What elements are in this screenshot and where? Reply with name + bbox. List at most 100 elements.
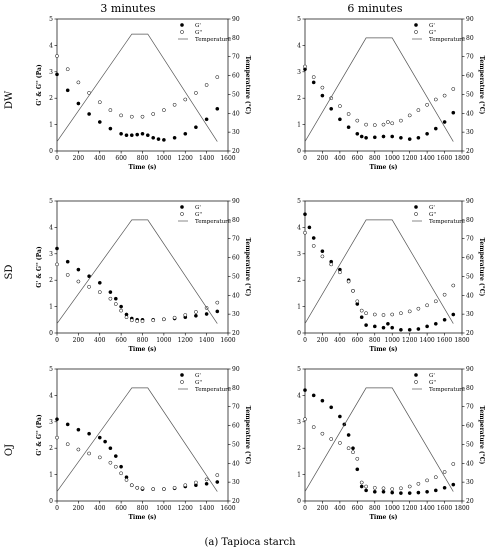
- row-label-dw: DW: [4, 90, 15, 109]
- legend-marker-g-prime: [180, 205, 184, 209]
- g-prime-point: [425, 489, 429, 494]
- g-double-prime-point: [194, 310, 198, 314]
- x-tick-label: 600: [352, 505, 364, 512]
- x-tick-label: 200: [317, 337, 329, 344]
- chart-dw-6: 0 200 400 600 800 1000 1200 1400 1600 1800 0 1 2 3 4 5 2…: [297, 16, 485, 171]
- x-tick-label: 1000: [156, 155, 171, 162]
- g-prime-point: [55, 246, 59, 251]
- g-double-prime-point: [172, 315, 177, 320]
- g-prime-point: [204, 481, 209, 486]
- g-prime-point: [65, 422, 70, 427]
- g-prime-point: [329, 405, 334, 410]
- g-double-prime-point: [151, 487, 156, 491]
- x-tick-label: 0: [303, 155, 307, 162]
- y-right-axis-label: Temperature (°C): [244, 56, 251, 115]
- legend-label-g-prime: G': [429, 205, 435, 211]
- x-tick-label: 1000: [385, 337, 400, 344]
- x-tick-label: 0: [55, 505, 59, 512]
- y-right-tick-label: 90: [232, 366, 240, 373]
- x-tick-label: 1800: [454, 337, 469, 344]
- g-double-prime-point: [55, 54, 59, 58]
- g-prime-point: [372, 489, 377, 494]
- g-double-prime-point: [364, 122, 368, 127]
- g-prime-point: [108, 126, 113, 131]
- y-left-tick-label: 5: [297, 16, 301, 23]
- y-left-tick-label: 1: [297, 472, 301, 479]
- g-double-prime-point: [355, 299, 360, 304]
- y-right-tick-label: 30: [466, 479, 474, 486]
- g-prime-point: [390, 490, 395, 495]
- y-right-tick-label: 20: [466, 498, 474, 505]
- g-double-prime-point: [372, 123, 377, 127]
- g-double-prime-point: [119, 113, 123, 118]
- y-right-tick-label: 30: [466, 311, 474, 318]
- g-double-prime-point: [399, 118, 403, 123]
- y-left-axis-label: G' & G'' (Pa): [36, 246, 43, 288]
- x-tick-label: 1400: [419, 155, 434, 162]
- y-right-tick-label: 40: [466, 460, 474, 467]
- g-double-prime-point: [140, 114, 145, 119]
- legend-marker-g-double-prime: [180, 380, 184, 384]
- g-prime-point: [346, 433, 351, 437]
- g-prime-point: [416, 327, 421, 331]
- x-axis-label: Time (s): [369, 346, 397, 353]
- g-double-prime-point: [55, 262, 59, 267]
- g-prime-point: [162, 138, 166, 142]
- x-tick-label: 200: [73, 337, 85, 344]
- x-tick-label: 0: [303, 337, 307, 344]
- g-prime-point: [329, 106, 334, 111]
- y-right-tick-label: 40: [232, 110, 240, 117]
- g-prime-point: [381, 325, 386, 330]
- x-axis-label: Time (s): [369, 514, 397, 521]
- g-prime-point: [311, 393, 316, 398]
- x-tick-label: 1600: [437, 337, 452, 344]
- g-double-prime-point: [381, 122, 386, 127]
- g-prime-point: [140, 131, 145, 136]
- g-double-prime-point: [215, 75, 220, 79]
- g-double-prime-point: [442, 292, 447, 297]
- legend-marker-g-prime: [180, 373, 184, 377]
- y-left-tick-label: 1: [297, 304, 301, 311]
- g-prime-point: [124, 133, 129, 138]
- x-tick-label: 600: [352, 337, 364, 344]
- g-prime-point: [108, 446, 113, 451]
- g-prime-point: [87, 274, 91, 279]
- plot-frame: [304, 368, 463, 502]
- plot-frame: [304, 200, 463, 334]
- g-prime-point: [355, 131, 360, 136]
- y-right-tick-label: 50: [466, 273, 474, 280]
- g-prime-point: [97, 120, 102, 124]
- y-left-tick-label: 4: [297, 392, 301, 399]
- g-prime-point: [399, 491, 403, 495]
- g-prime-point: [372, 135, 377, 140]
- y-right-axis-label: Temperature (°C): [478, 238, 485, 297]
- g-prime-point: [338, 117, 342, 122]
- x-tick-label: 400: [94, 337, 106, 344]
- y-left-tick-label: 2: [49, 95, 53, 102]
- temperature-line: [56, 387, 218, 492]
- y-right-tick-label: 70: [232, 236, 240, 243]
- g-double-prime-point: [65, 67, 70, 72]
- y-left-tick-label: 1: [49, 122, 53, 129]
- y-right-tick-label: 90: [466, 198, 474, 205]
- y-right-tick-label: 80: [232, 385, 240, 392]
- g-prime-point: [355, 467, 360, 472]
- g-double-prime-point: [129, 114, 134, 119]
- g-prime-point: [386, 321, 390, 326]
- y-left-tick-label: 4: [297, 224, 301, 231]
- g-double-prime-point: [303, 230, 307, 235]
- y-right-tick-label: 40: [466, 292, 474, 299]
- g-prime-point: [359, 484, 364, 489]
- x-tick-label: 800: [369, 155, 381, 162]
- temperature-line: [304, 387, 454, 492]
- legend-label-temperature: Temperature: [429, 37, 465, 43]
- x-tick-label: 600: [352, 155, 364, 162]
- g-prime-point: [76, 101, 81, 106]
- g-prime-point: [359, 315, 364, 320]
- x-tick-label: 1200: [178, 505, 193, 512]
- g-prime-point: [364, 323, 368, 327]
- y-right-tick-label: 80: [466, 217, 474, 224]
- g-prime-point: [399, 327, 403, 332]
